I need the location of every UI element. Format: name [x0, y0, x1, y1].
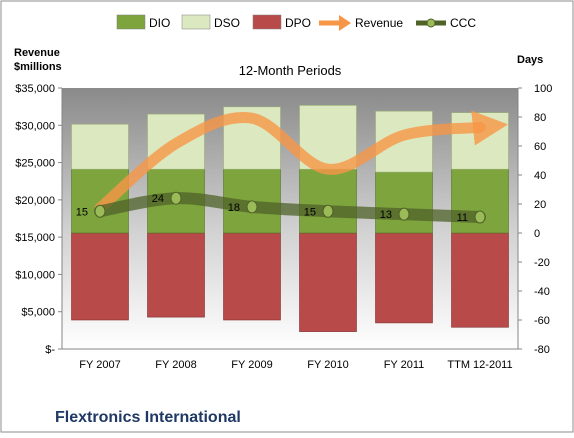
ccc-data-label: 13 — [380, 209, 392, 221]
left-axis-title: Revenue $millions — [14, 47, 63, 73]
legend-item-dpo: DPO — [252, 14, 311, 30]
legend-label: DSO — [214, 16, 240, 30]
right-tick-label: 40 — [534, 170, 546, 182]
bar-dpo — [147, 232, 205, 318]
legend-item-revenue: Revenue — [319, 15, 403, 31]
bar-dpo — [375, 232, 433, 324]
legend-item-dio: DIO — [116, 14, 170, 30]
right-tick-label: 0 — [534, 228, 540, 240]
left-tick-label: $35,000 — [15, 83, 55, 95]
left-tick-label: $- — [45, 344, 55, 356]
right-tick-label: 80 — [534, 112, 546, 124]
right-tick-label: 20 — [534, 199, 546, 211]
ccc-point — [246, 200, 258, 214]
legend-swatch — [181, 14, 211, 30]
left-tick-label: $25,000 — [15, 158, 55, 170]
ccc-point — [474, 210, 486, 224]
bars — [71, 105, 509, 332]
bar-dso — [71, 123, 129, 170]
bar-dpo — [451, 232, 509, 328]
legend-label: DIO — [149, 16, 170, 30]
left-tick-label: $30,000 — [15, 120, 55, 132]
bar-dso — [451, 112, 509, 170]
right-tick-label: 100 — [534, 83, 552, 95]
ccc-point — [398, 207, 410, 221]
chart-title: 12-Month Periods — [239, 63, 342, 78]
left-tick-label: $15,000 — [15, 232, 55, 244]
ccc-line: 15 24 18 15 13 11 — [76, 191, 486, 224]
left-tick-label: $10,000 — [15, 269, 55, 281]
right-tick-label: -60 — [534, 315, 550, 327]
bar-dio — [375, 171, 433, 234]
bar-dpo — [223, 232, 281, 321]
right-axis-title: Days — [517, 54, 543, 66]
ccc-point — [94, 204, 106, 218]
x-tick-label: FY 2009 — [231, 359, 272, 371]
ccc-data-label: 18 — [228, 202, 240, 214]
bar-dio — [299, 168, 357, 234]
legend-item-ccc: CCC — [416, 16, 476, 30]
right-tick-label: -20 — [534, 257, 550, 269]
company-title: Flextronics International — [55, 409, 241, 426]
right-tick-label: -40 — [534, 286, 550, 298]
x-tick-label: TTM 12-2011 — [447, 359, 512, 371]
x-tick-label: FY 2008 — [155, 359, 196, 371]
ccc-data-label: 11 — [457, 212, 468, 224]
x-tick-label: FY 2011 — [384, 359, 425, 371]
legend-swatch — [252, 14, 282, 30]
left-tick-label: $20,000 — [15, 195, 55, 207]
legend-label: CCC — [450, 16, 476, 30]
right-tick-label: 60 — [534, 141, 546, 153]
legend-label: DPO — [285, 16, 311, 30]
left-tick-label: $5,000 — [21, 307, 55, 319]
ccc-data-label: 15 — [304, 206, 316, 218]
legend-swatch — [116, 14, 146, 30]
ccc-point — [322, 204, 334, 218]
ccc-point — [170, 191, 182, 205]
right-axis: -80 -60 -40 -20 0 20 40 60 80 100 — [517, 83, 552, 356]
right-tick-label: -80 — [534, 344, 550, 356]
bar-dpo — [299, 232, 357, 332]
legend: DIO DSO DPO Revenue CCC — [116, 14, 476, 31]
ccc-data-label: 15 — [76, 206, 88, 218]
ccc-data-label: 24 — [152, 193, 164, 205]
bar-dpo — [71, 232, 129, 321]
x-axis: FY 2007 FY 2008 FY 2009 FY 2010 FY 2011 TTM 1… — [62, 348, 518, 371]
legend-swatch-arrowhead — [339, 15, 351, 31]
revenue-series-line — [94, 110, 509, 214]
x-tick-label: FY 2010 — [307, 359, 348, 371]
legend-label: Revenue — [355, 16, 403, 30]
left-axis: $- $5,000 $10,000 $15,000 $20,000 $25,000 $30,… — [15, 83, 63, 356]
revenue-line — [94, 110, 509, 214]
ccc-series-line — [94, 192, 486, 224]
x-tick-label: FY 2007 — [79, 359, 120, 371]
legend-swatch-marker — [426, 18, 436, 28]
legend-item-dso: DSO — [181, 14, 240, 30]
